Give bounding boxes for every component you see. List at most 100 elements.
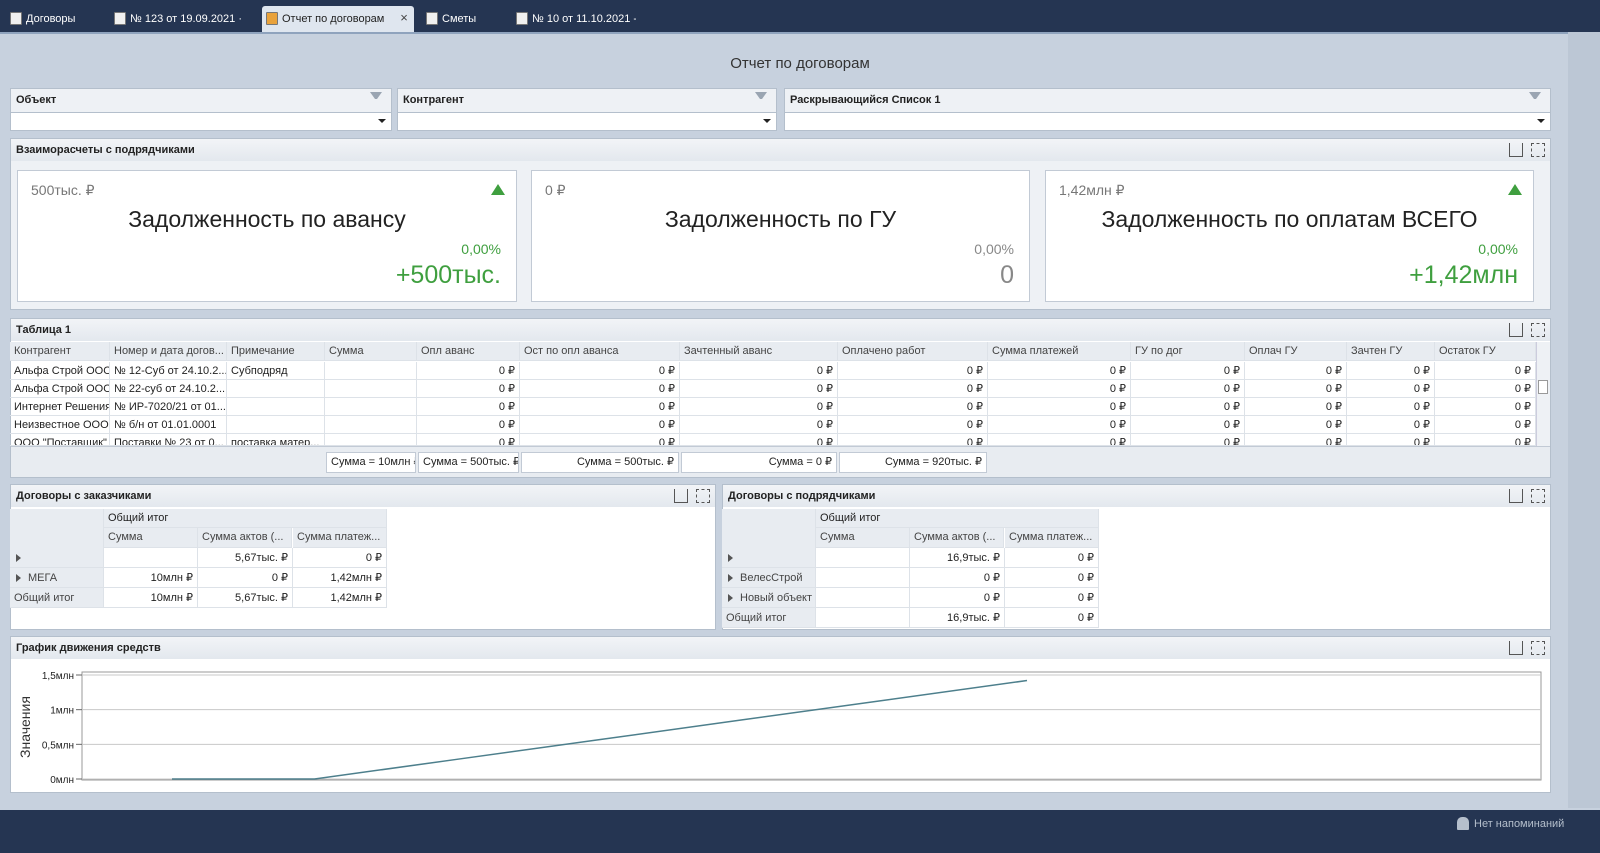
column-header: Оплач ГУ [1245,342,1347,361]
panel [10,484,716,630]
panel-header [11,637,1550,659]
table-cell [325,362,417,380]
table-cell: 0 ₽ [417,434,520,446]
content [0,32,1568,808]
pivot-cell [816,548,910,568]
fullscreen-button[interactable] [1531,489,1545,503]
table-cell: 0 ₽ [1131,434,1245,446]
tab-label: Договоры [26,13,76,25]
tab-close[interactable]: × [400,11,408,25]
fullscreen-button[interactable] [696,489,710,503]
expand-arrow[interactable] [728,594,733,602]
panel-header [11,485,715,507]
fullscreen-button[interactable] [1531,641,1545,655]
scrollbar [1568,32,1600,808]
table-cell: 0 ₽ [988,362,1131,380]
pivot-cell: 5,67тыс. ₽ [198,588,293,608]
table-cell [227,416,325,434]
filter-dropdown[interactable] [398,112,776,130]
icon [266,12,278,25]
column-header: Опл аванс [417,342,520,361]
expand-arrow[interactable] [16,554,21,562]
kpi-target: 0 ₽ [545,182,566,198]
table-cell: № ИР-7020/21 от 01... [110,398,227,416]
export-button[interactable] [1509,489,1523,503]
total-cell: Сумма = 10млн ₽ [326,452,416,473]
bell-icon [1457,817,1469,830]
export-button[interactable] [1509,143,1523,157]
pivot-cell [816,588,910,608]
table-scroll-thumb[interactable] [1538,380,1548,394]
status-text: Нет напоминаний [1474,818,1565,830]
kpi-target: 500тыс. ₽ [31,182,95,198]
pivot-column: Сумма платеж... [1005,528,1099,548]
table-cell: 0 ₽ [988,434,1131,446]
table-cell [227,380,325,398]
export-button[interactable] [1509,323,1523,337]
table-cell: 0 ₽ [1347,416,1435,434]
table-cell: 0 ₽ [1435,380,1536,398]
tab[interactable] [262,6,414,32]
table-cell: 0 ₽ [520,434,680,446]
pivot-cell [816,608,910,628]
table-cell: 0 ₽ [1245,434,1347,446]
expand-arrow[interactable] [16,574,21,582]
column-header: Ост по опл аванса [520,342,680,361]
icon [114,12,126,25]
expand-arrow[interactable] [728,554,733,562]
pivot-cell: 0 ₽ [293,548,387,568]
kpi-percent: 0,00% [461,241,501,257]
panel-title: Взаиморасчеты с подрядчиками [16,144,195,156]
pivot-cell: 16,9тыс. ₽ [910,608,1005,628]
panel-header [11,139,1550,161]
pivot-row-label: ВелесСтрой [722,568,816,588]
pivot-cell: 1,42млн ₽ [293,568,387,588]
table-cell [325,416,417,434]
table-cell: 0 ₽ [417,380,520,398]
pivot-cell: 0 ₽ [1005,588,1099,608]
icon [426,12,438,25]
pivot-group: Общий итог [104,509,387,528]
pivot-cell [104,548,198,568]
filter-clear[interactable] [1529,92,1541,99]
table-cell [325,398,417,416]
panel-title: Договоры с подрядчиками [728,490,876,502]
expand-arrow[interactable] [728,574,733,582]
table-cell: 0 ₽ [1131,416,1245,434]
table-cell: 0 ₽ [988,398,1131,416]
pivot-column: Сумма платеж... [293,528,387,548]
column-header: Сумма платежей [988,342,1131,361]
filter-dropdown[interactable] [785,112,1550,130]
export-button[interactable] [1509,641,1523,655]
pivot-corner [10,509,104,548]
filter-clear[interactable] [755,92,767,99]
kpi-delta: 0 [1000,261,1014,289]
table-cell: 0 ₽ [1131,380,1245,398]
kpi-target: 1,42млн ₽ [1059,182,1125,198]
table-cell: № б/н от 01.01.0001 [110,416,227,434]
pivot-cell: 10млн ₽ [104,568,198,588]
table-cell: 0 ₽ [1245,362,1347,380]
filter-dropdown[interactable] [11,112,391,130]
filter-clear[interactable] [370,92,382,99]
fullscreen-button[interactable] [1531,323,1545,337]
table-cell: 0 ₽ [520,398,680,416]
fullscreen-button[interactable] [1531,143,1545,157]
table-cell: 0 ₽ [520,362,680,380]
table-cell: 0 ₽ [417,416,520,434]
panel-title: Договоры с заказчиками [16,490,152,502]
panel-header [723,485,1550,507]
table-cell: 0 ₽ [1131,398,1245,416]
table-scroll [1536,342,1550,446]
table-cell: № 12-Суб от 24.10.2... [110,362,227,380]
table-cell: 0 ₽ [988,416,1131,434]
kpi-card [1045,170,1534,302]
table-cell: Неизвестное ООО [10,416,110,434]
export-button[interactable] [674,489,688,503]
pivot-column: Сумма актов (... [198,528,292,548]
table-cell [325,434,417,446]
table-cell: 0 ₽ [417,398,520,416]
column-header: Остаток ГУ [1435,342,1536,361]
total-cell: Сумма = 0 ₽ [681,452,837,473]
